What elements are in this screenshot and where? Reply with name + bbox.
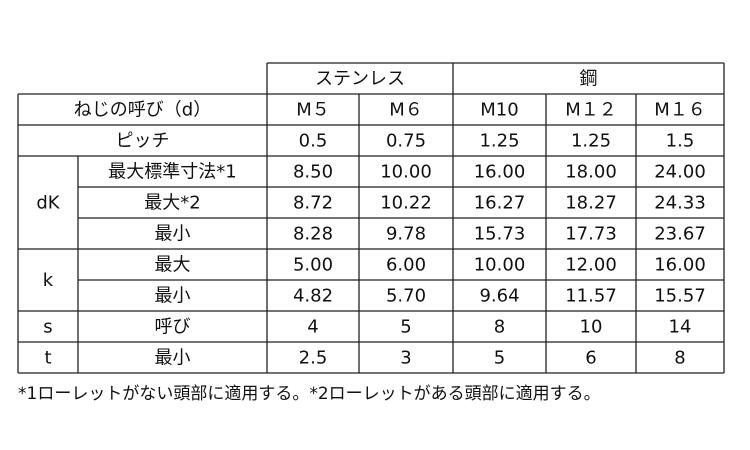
- cell: 4.82: [293, 286, 333, 307]
- row-label: 最大標準寸法*1: [108, 162, 236, 183]
- row-label: 最小: [155, 348, 191, 369]
- cell: 9.78: [386, 224, 426, 245]
- cell: 12.00: [565, 255, 617, 276]
- cell: 16.27: [474, 193, 526, 214]
- cell: 6.00: [386, 255, 426, 276]
- cell: 11.57: [565, 286, 617, 307]
- cell: 18.27: [565, 193, 617, 214]
- row-label: 最大*2: [144, 193, 200, 214]
- row-label: 最小: [155, 286, 191, 307]
- cell: 2.5: [299, 348, 328, 369]
- row-label: ねじの呼び（d）: [74, 100, 211, 121]
- cell: 16.00: [654, 255, 706, 276]
- cell: 17.73: [565, 224, 617, 245]
- row-label: 最小: [155, 224, 191, 245]
- cell: 5: [494, 348, 505, 369]
- cell: 8.28: [293, 224, 333, 245]
- cell: 0.75: [386, 131, 426, 152]
- footnote: *1ローレットがない頭部に適用する。*2ローレットがある頭部に適用する。: [18, 384, 601, 404]
- cell: 23.67: [654, 224, 706, 245]
- row-label: 呼び: [155, 317, 191, 338]
- cell: 16.00: [474, 162, 526, 183]
- cell: M５: [296, 100, 330, 121]
- cell: 14: [669, 317, 692, 338]
- row-label: 最大: [155, 255, 191, 276]
- cell: 10.00: [380, 162, 432, 183]
- cell: 5.70: [386, 286, 426, 307]
- cell: 9.64: [479, 286, 519, 307]
- cell: 8.72: [293, 193, 333, 214]
- cell: 5.00: [293, 255, 333, 276]
- cell: 3: [400, 348, 411, 369]
- cell: 8: [494, 317, 505, 338]
- group-header: 鋼: [580, 69, 598, 90]
- group-label: dK: [36, 193, 60, 214]
- cell: M６: [389, 100, 423, 121]
- cell: M１６: [654, 100, 706, 121]
- cell: 8: [674, 348, 685, 369]
- cell: 1.5: [666, 131, 695, 152]
- cell: 1.25: [479, 131, 519, 152]
- cell: 10.00: [474, 255, 526, 276]
- group-label: t: [44, 348, 51, 369]
- cell: 5: [400, 317, 411, 338]
- cell: 0.5: [299, 131, 328, 152]
- cell: 8.50: [293, 162, 333, 183]
- cell: 6: [585, 348, 596, 369]
- cell: M10: [480, 100, 518, 121]
- row-label: ピッチ: [116, 131, 170, 152]
- cell: 10: [580, 317, 603, 338]
- cell: 24.33: [654, 193, 706, 214]
- cell: 15.57: [654, 286, 706, 307]
- cell: M１２: [565, 100, 617, 121]
- cell: 24.00: [654, 162, 706, 183]
- cell: 1.25: [571, 131, 611, 152]
- group-header: ステンレス: [315, 69, 405, 90]
- group-label: k: [43, 270, 54, 291]
- cell: 4: [307, 317, 318, 338]
- group-label: s: [43, 317, 52, 338]
- cell: 18.00: [565, 162, 617, 183]
- cell: 10.22: [380, 193, 432, 214]
- cell: 15.73: [474, 224, 526, 245]
